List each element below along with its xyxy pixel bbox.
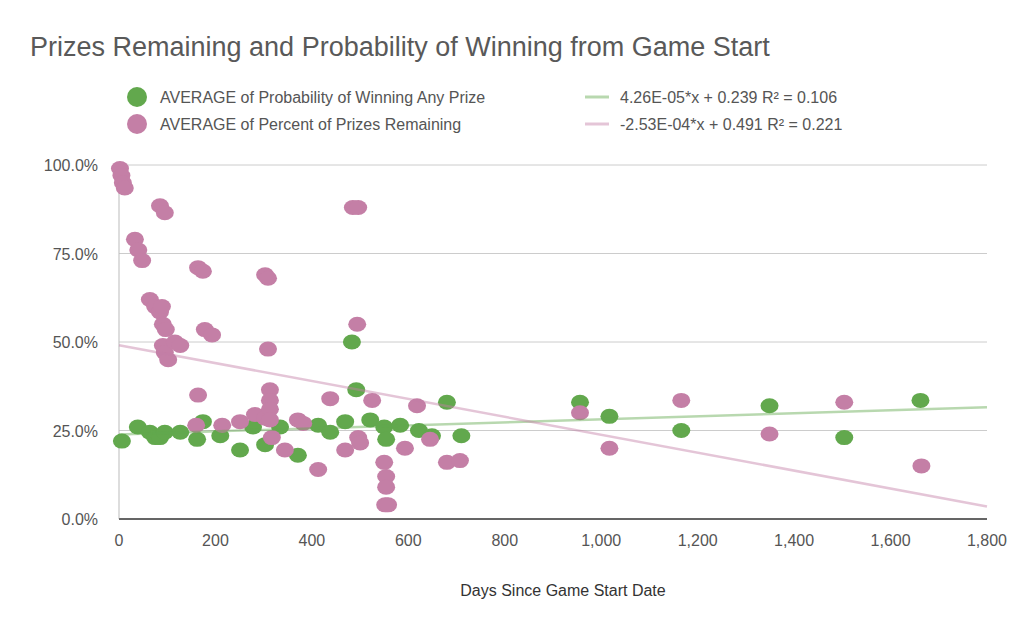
grid-line [119, 519, 987, 520]
legend-label: AVERAGE of Percent of Prizes Remaining [160, 116, 461, 133]
point [421, 432, 439, 447]
x-tick-label: 1,000 [581, 532, 621, 549]
point [171, 338, 189, 353]
point [189, 388, 207, 403]
y-tick-label: 75.0% [53, 246, 98, 263]
point [363, 393, 381, 408]
point [571, 405, 589, 420]
y-tick-label: 25.0% [53, 423, 98, 440]
x-tick-label: 400 [299, 532, 326, 549]
point [133, 253, 151, 268]
y-axis [119, 165, 120, 519]
point [321, 391, 339, 406]
grid-line [119, 342, 987, 343]
y-tick-label: 50.0% [53, 334, 98, 351]
point [912, 458, 930, 473]
point [263, 430, 281, 445]
point [343, 335, 361, 350]
point [672, 423, 690, 438]
y-tick-label: 100.0% [44, 157, 98, 174]
trendline [119, 345, 987, 506]
point [157, 322, 175, 337]
grid-line [119, 165, 987, 166]
point [600, 409, 618, 424]
point [761, 427, 779, 442]
point [452, 428, 470, 443]
point [835, 395, 853, 410]
series [113, 335, 930, 463]
point [187, 418, 205, 433]
legend-marker [127, 114, 147, 134]
legend-trendline [585, 123, 609, 126]
x-tick-label: 200 [202, 532, 229, 549]
x-tick-label: 600 [395, 532, 422, 549]
point [375, 455, 393, 470]
trendline [119, 407, 987, 434]
point [203, 327, 221, 342]
point [188, 432, 206, 447]
point [911, 393, 929, 408]
legend-trendline-label: 4.26E-05*x + 0.239 R² = 0.106 [620, 89, 837, 106]
series [111, 161, 930, 512]
point [231, 442, 249, 457]
point [349, 200, 367, 215]
point [377, 480, 395, 495]
point [156, 205, 174, 220]
point [348, 317, 366, 332]
point [261, 412, 279, 427]
y-tick-label: 0.0% [62, 511, 98, 528]
point [259, 342, 277, 357]
legend-trendline-label: -2.53E-04*x + 0.491 R² = 0.221 [620, 116, 842, 133]
x-axis [119, 519, 987, 520]
x-tick-label: 1,200 [678, 532, 718, 549]
background [0, 0, 1024, 633]
point [194, 264, 212, 279]
x-tick-label: 1,400 [774, 532, 814, 549]
point [672, 393, 690, 408]
point [309, 462, 327, 477]
point [835, 430, 853, 445]
plot-area [111, 161, 987, 512]
point [377, 432, 395, 447]
point [153, 299, 171, 314]
point [396, 441, 414, 456]
title: Prizes Remaining and Probability of Winn… [30, 32, 770, 62]
legend-trendline [585, 96, 609, 99]
legend-entry: AVERAGE of Probability of Winning Any Pr… [127, 87, 837, 107]
point [116, 181, 134, 196]
x-tick-label: 800 [491, 532, 518, 549]
grid-line [119, 253, 987, 254]
point [761, 398, 779, 413]
legend-label: AVERAGE of Probability of Winning Any Pr… [160, 89, 485, 106]
point [451, 453, 469, 468]
point [600, 441, 618, 456]
x-tick-label: 1,800 [967, 532, 1007, 549]
point [113, 434, 131, 449]
x-tick-label: 0 [115, 532, 124, 549]
point [259, 271, 277, 286]
x-tick-label: 1,600 [871, 532, 911, 549]
legend-marker [127, 87, 147, 107]
point [351, 435, 369, 450]
point [276, 442, 294, 457]
point [379, 497, 397, 512]
chart: Prizes Remaining and Probability of Winn… [0, 0, 1024, 633]
legend-entry: AVERAGE of Percent of Prizes Remaining -2… [127, 114, 842, 134]
x-axis-label: Days Since Game Start Date [460, 582, 666, 599]
